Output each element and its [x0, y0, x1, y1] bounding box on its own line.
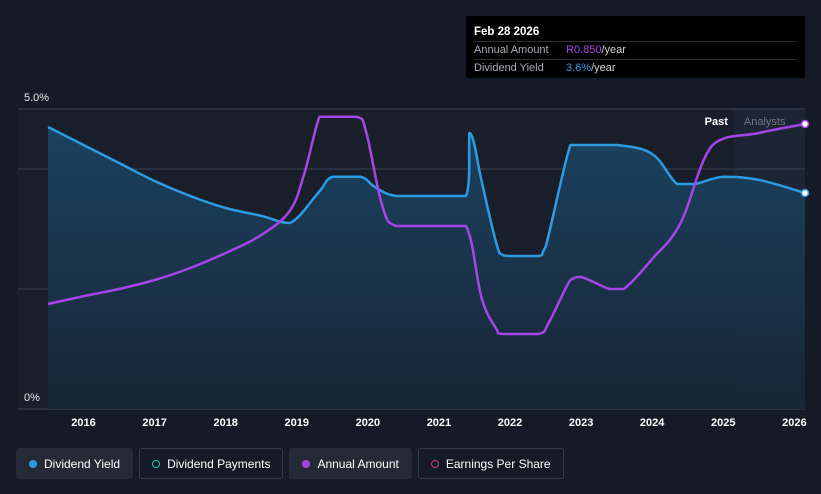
x-tick-label: 2021 [427, 417, 451, 429]
x-tick-label: 2023 [569, 417, 593, 429]
tooltip-unit: /year [601, 44, 626, 56]
tooltip-value: R0.850 [566, 44, 602, 56]
legend-label: Annual Amount [317, 456, 399, 471]
analysts-region-label: Analysts [744, 116, 786, 128]
tooltip-unit: /year [591, 62, 616, 74]
filled-dot-icon [302, 459, 311, 468]
annual-amount-line [47, 115, 806, 336]
legend: Dividend Yield Dividend Payments Annual … [16, 448, 564, 479]
tooltip-row-annual-amount: Annual Amount R0.850 /year [474, 42, 797, 60]
tooltip-value: 3.6% [566, 62, 592, 74]
legend-label: Dividend Payments [167, 456, 271, 471]
y-tick-label: 5.0% [24, 92, 49, 104]
y-tick-label: 0% [24, 392, 40, 404]
x-axis-ticks: 2016 2017 2018 2019 2020 2021 2022 2023 2024 2025… [71, 417, 806, 429]
hollow-dot-icon [430, 459, 439, 468]
legend-dividend-yield[interactable]: Dividend Yield [16, 448, 134, 479]
legend-label: Dividend Yield [44, 456, 121, 471]
tooltip-date: Feb 28 2026 [474, 23, 797, 42]
tooltip-label: Annual Amount [474, 44, 549, 56]
x-tick-label: 2025 [711, 417, 735, 429]
annual-amount-endpoint [800, 119, 810, 129]
legend-annual-amount[interactable]: Annual Amount [289, 448, 412, 479]
past-region-label: Past [705, 116, 729, 128]
y-axis-ticks: 5.0% 0% [24, 92, 49, 404]
dividend-yield-endpoint [800, 188, 810, 198]
dividend-chart: Past Analysts 5.0% 0% 2016 2017 2018 2019 202… [18, 92, 810, 429]
x-tick-label: 2017 [142, 417, 166, 429]
tooltip-row-dividend-yield: Dividend Yield 3.6% /year [474, 60, 797, 77]
dividend-yield-line [47, 125, 806, 258]
filled-dot-icon [29, 459, 37, 468]
x-tick-label: 2019 [285, 417, 309, 429]
x-tick-label: 2016 [71, 417, 95, 429]
dividend-yield-area [48, 127, 805, 409]
legend-dividend-payments[interactable]: Dividend Payments [139, 448, 284, 479]
x-tick-label: 2024 [640, 417, 665, 429]
tooltip-label: Dividend Yield [474, 62, 544, 74]
x-tick-label: 2020 [356, 417, 380, 429]
legend-earnings-per-share[interactable]: Earnings Per Share [417, 448, 564, 479]
hollow-dot-icon [152, 459, 161, 468]
x-tick-label: 2022 [498, 417, 522, 429]
legend-label: Earnings Per Share [445, 456, 551, 471]
x-tick-label: 2018 [213, 417, 237, 429]
x-tick-label: 2026 [782, 417, 806, 429]
tooltip: Feb 28 2026 Annual Amount R0.850 /year D… [466, 16, 805, 78]
